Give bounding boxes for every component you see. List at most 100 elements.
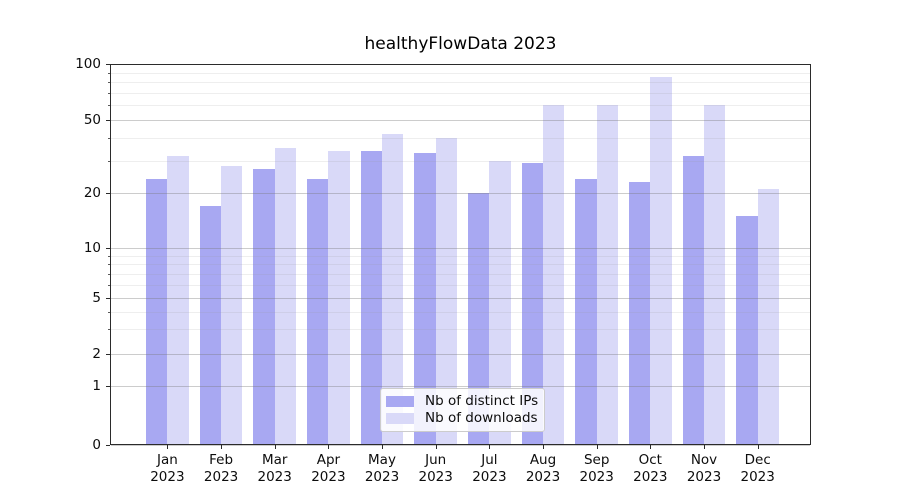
y-tick-minor	[107, 264, 110, 266]
bar-distinct-ips	[468, 193, 490, 445]
bar-downloads	[167, 155, 189, 445]
x-tick	[704, 445, 705, 449]
y-tick-label: 50	[83, 112, 101, 128]
gridline-minor	[111, 82, 810, 83]
bar-distinct-ips	[628, 181, 651, 445]
gridline-major	[111, 298, 810, 299]
y-tick	[106, 193, 110, 194]
gridline-minor	[111, 137, 810, 139]
bar-distinct-ips	[682, 155, 704, 445]
legend-swatch-downloads	[386, 413, 414, 425]
bar-distinct-ips	[253, 169, 275, 445]
gridline-major	[111, 354, 810, 355]
x-tick	[435, 445, 437, 449]
x-tick	[221, 445, 223, 449]
y-tick	[106, 64, 110, 65]
bar-downloads	[596, 105, 619, 445]
y-tick-label: 10	[83, 240, 101, 256]
x-tick	[328, 445, 330, 449]
x-tick	[274, 445, 276, 449]
gridline-major	[111, 64, 810, 65]
x-tick-label: Jun 2023	[418, 452, 453, 485]
y-tick-label: 100	[75, 56, 101, 72]
gridline-minor	[111, 160, 810, 162]
y-tick-minor	[107, 284, 110, 286]
y-tick-minor	[107, 92, 110, 94]
x-tick	[543, 445, 544, 449]
gridline-minor	[111, 329, 810, 331]
legend-item-downloads: Nb of downloads	[386, 411, 540, 426]
x-tick	[650, 445, 652, 449]
chart-title: healthyFlowData 2023	[364, 34, 557, 54]
bar-downloads	[328, 150, 350, 445]
x-tick-label: Aug 2023	[525, 452, 561, 485]
y-tick	[106, 386, 110, 387]
y-tick-minor	[107, 137, 110, 139]
gridline-major	[111, 248, 810, 249]
bar-distinct-ips	[199, 205, 222, 445]
gridline-major	[111, 120, 810, 121]
y-tick	[106, 248, 110, 249]
y-tick-label: 5	[92, 290, 101, 306]
y-tick-minor	[107, 72, 110, 74]
gridline-minor	[111, 264, 810, 266]
y-tick-label: 20	[83, 185, 101, 201]
gridline-minor	[111, 284, 810, 286]
bar-distinct-ips	[736, 215, 758, 445]
gridline-minor	[111, 273, 810, 275]
y-tick-minor	[107, 160, 110, 162]
legend-label-distinct-ips: Nb of distinct IPs	[425, 392, 539, 409]
bar-downloads	[650, 77, 672, 445]
gridline-major	[111, 445, 810, 446]
bar-downloads	[382, 133, 404, 445]
bar-downloads	[274, 148, 297, 445]
gridline-major	[111, 193, 810, 194]
bar-distinct-ips	[146, 178, 168, 445]
bar-distinct-ips	[575, 178, 597, 445]
y-tick-minor	[107, 329, 110, 331]
legend-item-distinct-ips: Nb of distinct IPs	[386, 392, 540, 409]
bar-downloads	[704, 105, 726, 445]
x-tick	[596, 445, 598, 449]
y-tick-minor	[107, 311, 110, 313]
y-tick-label: 2	[92, 346, 101, 362]
legend-swatch-distinct-ips	[386, 395, 414, 407]
y-tick-minor	[107, 105, 110, 107]
legend-label-downloads: Nb of downloads	[425, 410, 538, 427]
x-tick-label: Apr 2023	[311, 452, 346, 485]
x-tick-label: Dec 2023	[740, 452, 775, 485]
y-tick	[106, 354, 110, 355]
gridline-minor	[111, 255, 810, 257]
x-tick-label: Jan 2023	[150, 452, 185, 485]
x-tick	[489, 445, 491, 449]
y-tick-minor	[107, 255, 110, 257]
y-tick-minor	[107, 273, 110, 275]
bar-distinct-ips	[307, 178, 329, 445]
x-tick	[167, 445, 169, 449]
x-tick-label: Mar 2023	[257, 452, 292, 485]
y-tick-minor	[107, 82, 110, 83]
x-tick	[757, 445, 759, 449]
x-tick-label: May 2023	[364, 452, 400, 485]
y-tick-label: 0	[92, 437, 101, 453]
bar-downloads	[543, 105, 565, 445]
gridline-major	[111, 386, 810, 387]
bar-downloads	[221, 166, 243, 445]
y-tick	[106, 445, 110, 446]
x-tick-label: Jul 2023	[472, 452, 507, 485]
x-tick-label: Oct 2023	[633, 452, 668, 485]
x-tick	[382, 445, 383, 449]
x-tick-label: Sep 2023	[579, 452, 614, 485]
bar-distinct-ips	[360, 150, 382, 445]
y-tick-label: 1	[92, 378, 101, 394]
gridline-minor	[111, 72, 810, 74]
y-tick	[106, 298, 110, 299]
gridline-minor	[111, 92, 810, 94]
bar-downloads	[489, 160, 511, 445]
bar-downloads	[757, 189, 780, 445]
bar-distinct-ips	[521, 163, 543, 445]
legend: Nb of distinct IPs Nb of downloads	[380, 388, 545, 432]
x-tick-label: Feb 2023	[203, 452, 239, 485]
bar-distinct-ips	[414, 153, 436, 445]
